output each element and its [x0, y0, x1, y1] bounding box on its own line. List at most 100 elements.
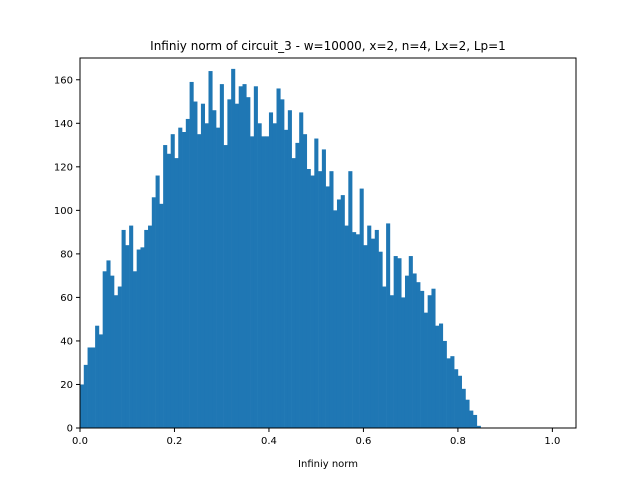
histogram-bar: [439, 323, 444, 428]
y-tick-label: 120: [54, 162, 73, 173]
histogram-bar: [302, 134, 308, 429]
histogram-bar: [272, 123, 277, 428]
y-tick-label: 20: [60, 380, 73, 391]
histogram-bar: [284, 129, 289, 428]
y-tick-label: 60: [60, 293, 73, 304]
histogram-bar: [185, 118, 190, 429]
histogram-bar: [200, 103, 206, 429]
histogram-bar: [280, 99, 285, 429]
histogram-bar: [246, 97, 251, 429]
histogram-bar: [450, 356, 455, 428]
histogram-bar: [325, 186, 330, 428]
histogram-bar: [374, 229, 379, 428]
y-tick-label: 0: [67, 424, 73, 435]
histogram-bar: [98, 334, 103, 428]
histogram-bar: [87, 347, 92, 428]
histogram-bar: [442, 340, 447, 428]
plot-frame: [79, 57, 577, 429]
histogram-bar: [182, 132, 187, 428]
histogram-bar: [231, 68, 236, 428]
histogram-bar: [408, 256, 413, 428]
histogram-bar: [333, 210, 338, 428]
histogram-bar: [151, 197, 156, 428]
histogram-bar: [148, 225, 153, 428]
x-tick-label: 0.2: [167, 436, 183, 447]
histogram-bar: [310, 175, 315, 428]
x-tick-label: 0.4: [261, 436, 277, 447]
histogram-bar: [178, 127, 183, 428]
histogram-bar: [416, 282, 421, 428]
chart-title: Infiniy norm of circuit_3 - w=10000, x=2…: [150, 39, 506, 53]
histogram-bar: [189, 81, 194, 429]
histogram-bar: [370, 238, 376, 428]
histogram-bar: [268, 112, 274, 428]
histogram-bar: [393, 256, 398, 428]
histogram-bar: [125, 245, 130, 428]
histogram-bar: [344, 225, 349, 428]
x-axis-label: Infiniy norm: [298, 459, 358, 470]
histogram-bar: [295, 142, 300, 428]
histogram-bar: [389, 295, 394, 428]
histogram-bar: [106, 260, 111, 428]
histogram-bar: [242, 84, 247, 428]
histogram-bar: [336, 199, 342, 428]
y-tick-label: 100: [54, 206, 73, 217]
histogram-bar: [265, 136, 270, 428]
histogram-bar: [461, 388, 466, 428]
histogram-bar: [223, 145, 228, 428]
histogram-bar: [423, 312, 428, 428]
histogram-bar: [382, 286, 387, 428]
histogram-bar: [193, 101, 198, 428]
histogram-bar: [348, 171, 353, 429]
histogram-bar: [420, 290, 425, 428]
histogram-bar: [291, 158, 296, 428]
histogram-bar: [457, 375, 462, 428]
histogram-bar: [276, 88, 281, 429]
x-axis-ticks: 0.0 0.2 0.4 0.6 0.8 1.0: [72, 428, 560, 447]
histogram-bar: [257, 123, 262, 428]
histogram-bar: [83, 364, 88, 428]
x-tick-label: 0.0: [72, 436, 88, 447]
histogram-bar: [363, 245, 368, 428]
y-tick-label: 140: [54, 119, 73, 130]
histogram-bar: [159, 203, 164, 428]
histogram-bar: [431, 288, 436, 428]
histogram-bar: [359, 188, 364, 428]
histogram-bar: [446, 358, 451, 428]
histogram-bar: [378, 251, 383, 428]
histogram-bar: [412, 273, 417, 428]
histogram-bar: [465, 399, 470, 428]
histogram-bar: [204, 123, 209, 428]
histogram-bar: [386, 223, 391, 428]
histogram-bar: [102, 271, 107, 428]
histogram-bar: [355, 234, 360, 428]
histogram-bar: [163, 145, 168, 428]
histogram-bar: [473, 414, 478, 428]
histogram-bar: [352, 232, 357, 428]
histogram-bar: [401, 297, 406, 428]
y-tick-label: 160: [54, 75, 73, 86]
histogram-bar: [404, 275, 410, 428]
histogram-bar: [91, 347, 96, 428]
histogram-bar: [329, 171, 334, 429]
histogram-bar: [197, 134, 202, 429]
histogram-bar: [144, 229, 149, 428]
histogram-bar: [299, 112, 304, 428]
histogram-bar: [117, 286, 122, 428]
histogram-bar: [121, 229, 126, 428]
x-tick-label: 0.6: [355, 436, 371, 447]
histogram-bar: [174, 158, 179, 428]
histogram-bar: [136, 249, 141, 428]
histogram-bar: [314, 138, 319, 428]
histogram-bar: [110, 275, 115, 428]
histogram-bar: [253, 86, 258, 428]
histogram-bar: [435, 325, 440, 428]
histogram-bar: [216, 127, 221, 428]
histogram-bar: [170, 134, 175, 429]
histogram-bar: [287, 110, 292, 428]
histogram-bar: [166, 153, 171, 428]
histogram-bar: [140, 247, 145, 428]
histogram-bar: [132, 271, 137, 428]
histogram-bar: [80, 384, 85, 428]
histogram-bar: [318, 171, 323, 429]
